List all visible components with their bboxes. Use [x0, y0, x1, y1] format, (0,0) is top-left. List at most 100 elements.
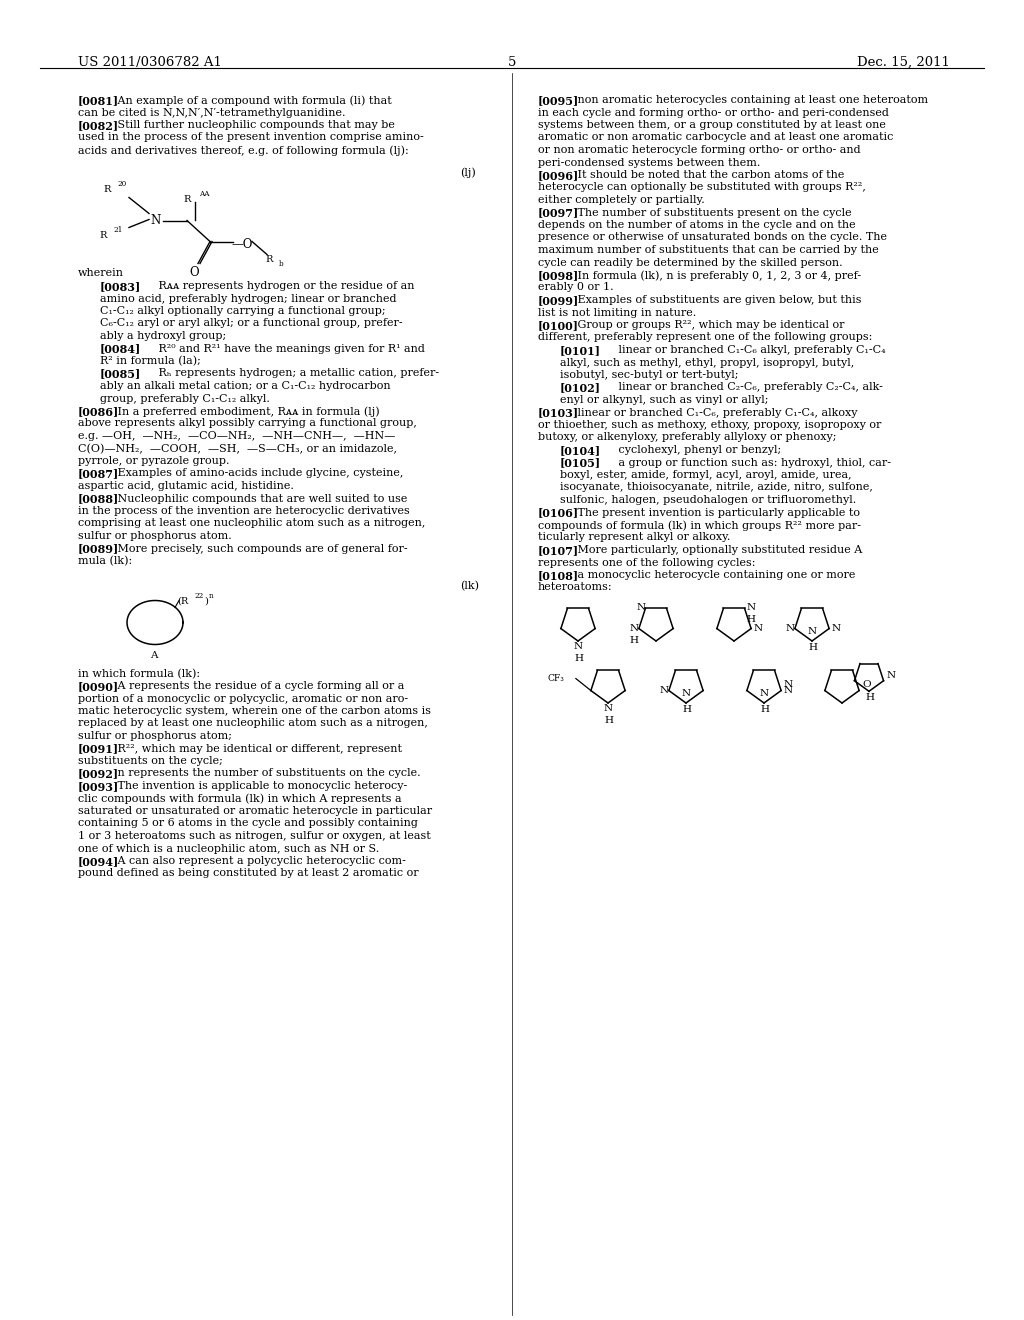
Text: Examples of amino-acids include glycine, cysteine,: Examples of amino-acids include glycine,… [106, 469, 403, 479]
Text: R²², which may be identical or different, represent: R²², which may be identical or different… [106, 743, 401, 754]
Text: N: N [753, 623, 762, 632]
Text: replaced by at least one nucleophilic atom such as a nitrogen,: replaced by at least one nucleophilic at… [78, 718, 428, 729]
Text: sulfonic, halogen, pseudohalogen or trifluoromethyl.: sulfonic, halogen, pseudohalogen or trif… [560, 495, 856, 506]
Text: Nucleophilic compounds that are well suited to use: Nucleophilic compounds that are well sui… [106, 494, 408, 503]
Text: H: H [865, 693, 874, 702]
Text: CF₃: CF₃ [548, 673, 565, 682]
Text: a group or function such as: hydroxyl, thiol, car-: a group or function such as: hydroxyl, t… [608, 458, 891, 467]
Text: 20: 20 [117, 181, 126, 189]
Text: matic heterocyclic system, wherein one of the carbon atoms is: matic heterocyclic system, wherein one o… [78, 706, 431, 715]
Text: either completely or partially.: either completely or partially. [538, 195, 705, 205]
Text: R: R [183, 195, 190, 205]
Text: [0089]: [0089] [78, 544, 119, 554]
Text: [0096]: [0096] [538, 170, 580, 181]
Text: [0093]: [0093] [78, 781, 119, 792]
Text: or thioether, such as methoxy, ethoxy, propoxy, isopropoxy or: or thioether, such as methoxy, ethoxy, p… [538, 420, 882, 430]
Text: different, preferably represent one of the following groups:: different, preferably represent one of t… [538, 333, 872, 342]
Text: [0081]: [0081] [78, 95, 119, 106]
Text: C(O)—NH₂,  —COOH,  —SH,  —S—CH₃, or an imidazole,: C(O)—NH₂, —COOH, —SH, —S—CH₃, or an imid… [78, 444, 397, 454]
Text: a monocyclic heterocycle containing one or more: a monocyclic heterocycle containing one … [567, 570, 855, 579]
Text: [0091]: [0091] [78, 743, 119, 755]
Text: [0107]: [0107] [538, 545, 580, 556]
Text: N: N [784, 680, 794, 689]
Text: isocyanate, thioisocyanate, nitrile, azide, nitro, sulfone,: isocyanate, thioisocyanate, nitrile, azi… [560, 483, 872, 492]
Text: In formula (lk), n is preferably 0, 1, 2, 3 or 4, pref-: In formula (lk), n is preferably 0, 1, 2… [567, 271, 861, 281]
Text: wherein: wherein [78, 268, 124, 277]
Text: [0088]: [0088] [78, 494, 119, 504]
Text: [0094]: [0094] [78, 855, 119, 867]
Text: 5: 5 [508, 55, 516, 69]
Text: Rᴀᴀ represents hydrogen or the residue of an: Rᴀᴀ represents hydrogen or the residue o… [148, 281, 415, 290]
Text: Still further nucleophilic compounds that may be: Still further nucleophilic compounds tha… [106, 120, 394, 129]
Text: H: H [574, 653, 583, 663]
Text: sulfur or phosphorus atom;: sulfur or phosphorus atom; [78, 731, 232, 741]
Text: non aromatic heterocycles containing at least one heteroatom: non aromatic heterocycles containing at … [567, 95, 928, 106]
Text: list is not limiting in nature.: list is not limiting in nature. [538, 308, 696, 318]
Text: H: H [760, 705, 769, 714]
Text: ably an alkali metal cation; or a C₁-C₁₂ hydrocarbon: ably an alkali metal cation; or a C₁-C₁₂… [100, 381, 390, 391]
Text: An example of a compound with formula (li) that: An example of a compound with formula (l… [106, 95, 391, 106]
Text: peri-condensed systems between them.: peri-condensed systems between them. [538, 157, 761, 168]
Text: ticularly represent alkyl or alkoxy.: ticularly represent alkyl or alkoxy. [538, 532, 730, 543]
Text: H: H [604, 715, 613, 725]
Text: [0099]: [0099] [538, 294, 580, 306]
Text: H: H [682, 705, 691, 714]
Text: More precisely, such compounds are of general for-: More precisely, such compounds are of ge… [106, 544, 408, 553]
Text: [0083]: [0083] [100, 281, 141, 292]
Text: b: b [279, 260, 284, 268]
Text: [0105]: [0105] [560, 458, 601, 469]
Text: C₁-C₁₂ alkyl optionally carrying a functional group;: C₁-C₁₂ alkyl optionally carrying a funct… [100, 306, 386, 315]
Text: O: O [862, 680, 870, 689]
Text: N: N [682, 689, 691, 698]
Text: boxyl, ester, amide, formyl, acyl, aroyl, amide, urea,: boxyl, ester, amide, formyl, acyl, aroyl… [560, 470, 852, 480]
Text: H: H [808, 643, 817, 652]
Text: amino acid, preferably hydrogen; linear or branched: amino acid, preferably hydrogen; linear … [100, 293, 396, 304]
Text: n: n [209, 591, 214, 599]
Text: mula (lk):: mula (lk): [78, 556, 132, 566]
Text: e.g. —OH,  —NH₂,  —CO—NH₂,  —NH—CNH—,  —HN—: e.g. —OH, —NH₂, —CO—NH₂, —NH—CNH—, —HN— [78, 432, 395, 441]
Text: pyrrole, or pyrazole group.: pyrrole, or pyrazole group. [78, 455, 229, 466]
Text: above represents alkyl possibly carrying a functional group,: above represents alkyl possibly carrying… [78, 418, 417, 429]
Text: ): ) [204, 597, 208, 606]
Text: US 2011/0306782 A1: US 2011/0306782 A1 [78, 55, 222, 69]
Text: linear or branched C₁-C₆, preferably C₁-C₄, alkoxy: linear or branched C₁-C₆, preferably C₁-… [567, 408, 857, 417]
Text: N: N [637, 603, 645, 612]
Text: 22: 22 [194, 591, 203, 599]
Text: used in the process of the present invention comprise amino-: used in the process of the present inven… [78, 132, 424, 143]
Text: heteroatoms:: heteroatoms: [538, 582, 612, 593]
Text: Rₕ represents hydrogen; a metallic cation, prefer-: Rₕ represents hydrogen; a metallic catio… [148, 368, 439, 379]
Text: [0084]: [0084] [100, 343, 141, 355]
Text: It should be noted that the carbon atoms of the: It should be noted that the carbon atoms… [567, 170, 844, 180]
Text: [0108]: [0108] [538, 570, 580, 581]
Text: 1 or 3 heteroatoms such as nitrogen, sulfur or oxygen, at least: 1 or 3 heteroatoms such as nitrogen, sul… [78, 832, 431, 841]
Text: N: N [808, 627, 817, 636]
Text: Examples of substituents are given below, but this: Examples of substituents are given below… [567, 294, 861, 305]
Text: depends on the number of atoms in the cycle and on the: depends on the number of atoms in the cy… [538, 220, 856, 230]
Text: ably a hydroxyl group;: ably a hydroxyl group; [100, 331, 226, 341]
Text: saturated or unsaturated or aromatic heterocycle in particular: saturated or unsaturated or aromatic het… [78, 807, 432, 816]
Text: [0082]: [0082] [78, 120, 119, 131]
Text: N: N [604, 704, 613, 713]
Text: in each cycle and forming ortho- or ortho- and peri-condensed: in each cycle and forming ortho- or orth… [538, 107, 889, 117]
Text: clic compounds with formula (lk) in which A represents a: clic compounds with formula (lk) in whic… [78, 793, 401, 804]
Text: systems between them, or a group constituted by at least one: systems between them, or a group constit… [538, 120, 886, 129]
Text: cycle can readily be determined by the skilled person.: cycle can readily be determined by the s… [538, 257, 843, 268]
Text: N: N [783, 685, 793, 694]
Text: H: H [630, 635, 639, 644]
Text: N: N [574, 642, 583, 651]
Text: [0090]: [0090] [78, 681, 119, 692]
Text: [0097]: [0097] [538, 207, 580, 219]
Text: [0104]: [0104] [560, 445, 601, 455]
Text: Dec. 15, 2011: Dec. 15, 2011 [857, 55, 950, 69]
Text: [0098]: [0098] [538, 271, 580, 281]
Text: isobutyl, sec-butyl or tert-butyl;: isobutyl, sec-butyl or tert-butyl; [560, 370, 738, 380]
Text: compounds of formula (lk) in which groups R²² more par-: compounds of formula (lk) in which group… [538, 520, 861, 531]
Text: enyl or alkynyl, such as vinyl or allyl;: enyl or alkynyl, such as vinyl or allyl; [560, 395, 768, 405]
Text: R² in formula (la);: R² in formula (la); [100, 356, 201, 367]
Text: erably 0 or 1.: erably 0 or 1. [538, 282, 613, 293]
Text: 21: 21 [113, 227, 123, 235]
Text: N: N [887, 671, 895, 680]
Text: The present invention is particularly applicable to: The present invention is particularly ap… [567, 507, 860, 517]
Text: comprising at least one nucleophilic atom such as a nitrogen,: comprising at least one nucleophilic ato… [78, 519, 425, 528]
Text: maximum number of substituents that can be carried by the: maximum number of substituents that can … [538, 246, 879, 255]
